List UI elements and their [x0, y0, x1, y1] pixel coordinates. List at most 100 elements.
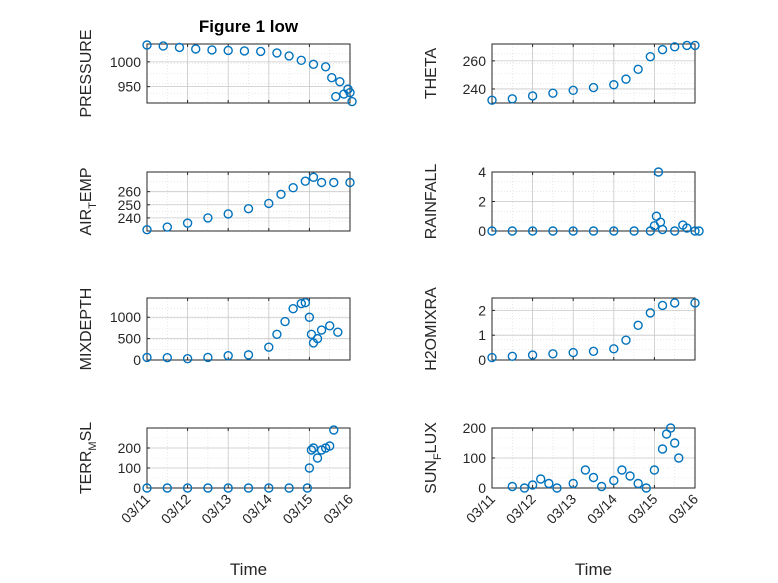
data-point	[588, 346, 599, 357]
data-point	[207, 45, 217, 55]
y-tick-label: 100	[463, 450, 487, 466]
data-point	[331, 91, 341, 102]
axes-box	[146, 43, 351, 104]
data-point	[327, 73, 337, 83]
data-point	[162, 483, 173, 493]
data-point	[690, 298, 700, 308]
data-point	[670, 438, 680, 448]
axes-box	[491, 297, 696, 361]
data-point	[568, 85, 578, 96]
data-point	[609, 344, 619, 354]
data-point	[345, 177, 355, 188]
data-point	[182, 218, 193, 228]
data-point	[288, 303, 298, 314]
data-point	[621, 74, 631, 84]
y-axis-label: AIRTEMP	[78, 167, 99, 235]
data-point	[487, 226, 497, 236]
data-point	[335, 76, 345, 87]
subplot-pressure: 950 1000 PRESSURE Figure 1 low	[78, 17, 357, 118]
data-point	[272, 329, 282, 340]
data-point	[296, 55, 306, 66]
x-tick-label: 03/11	[463, 491, 499, 527]
subplot-mixdepth: 0 500 1000 MIXDEPTH	[78, 288, 351, 371]
data-point	[329, 177, 339, 188]
data-point	[280, 316, 290, 327]
data-point	[304, 463, 315, 473]
data-point	[527, 226, 538, 236]
x-tick-label: 03/14	[584, 491, 620, 527]
x-tick-label: 03/14	[239, 491, 275, 527]
y-tick-label: 100	[118, 460, 142, 476]
data-point	[316, 177, 327, 188]
data-point	[621, 335, 631, 345]
y-tick-label: 0	[478, 480, 486, 496]
data-point	[527, 350, 538, 360]
data-point	[690, 40, 700, 51]
data-point	[345, 87, 355, 98]
y-axis-label: MIXDEPTH	[78, 288, 95, 371]
data-point	[657, 300, 668, 311]
data-point	[588, 226, 599, 236]
y-axis-label: H2OMIXRA	[423, 287, 440, 371]
data-point	[191, 44, 201, 54]
data-point	[142, 40, 152, 50]
data-point	[588, 472, 599, 483]
data-point	[162, 222, 173, 232]
data-point	[645, 308, 656, 318]
data-point	[264, 483, 274, 493]
data-point	[633, 320, 643, 330]
y-tick-label: 2	[478, 194, 486, 210]
data-point	[670, 298, 680, 308]
data-point	[182, 354, 193, 364]
data-point	[548, 349, 558, 359]
data-point	[617, 465, 627, 475]
data-point	[507, 351, 517, 361]
data-point	[243, 350, 254, 360]
data-point	[609, 475, 619, 486]
data-point	[544, 478, 554, 489]
data-point	[682, 40, 692, 51]
data-point	[649, 465, 660, 475]
y-axis-label: RAINFALL	[423, 164, 440, 240]
data-point	[316, 325, 327, 335]
data-point	[552, 483, 562, 493]
x-tick-label: 03/15	[624, 491, 660, 527]
data-point	[548, 88, 558, 98]
y-tick-label: 0	[133, 352, 141, 368]
data-point	[255, 46, 266, 57]
data-point	[629, 226, 639, 236]
data-point	[174, 42, 185, 53]
data-point	[625, 471, 635, 481]
data-point	[333, 327, 343, 337]
y-axis-label: TERRMSL	[78, 422, 99, 494]
y-tick-label: 260	[118, 184, 142, 200]
x-tick-label: 03/12	[503, 491, 539, 527]
data-point	[588, 82, 599, 93]
data-point	[609, 80, 619, 90]
data-point	[329, 425, 339, 435]
data-point	[690, 226, 700, 236]
data-point	[284, 483, 294, 493]
figure-title: Figure 1 low	[199, 17, 299, 36]
y-tick-label: 200	[463, 420, 487, 436]
data-point	[300, 176, 311, 186]
subplot-terr_msl: 0 100 200 TERRMSL 03/11 03/12 03/13 03/14 03/15 0…	[78, 422, 356, 579]
data-point	[142, 224, 152, 235]
data-point	[568, 226, 578, 236]
data-point	[276, 189, 286, 199]
data-point	[527, 91, 538, 101]
axes-box	[491, 171, 696, 232]
y-tick-label: 250	[118, 197, 142, 213]
data-point	[536, 474, 546, 484]
y-tick-label: 200	[118, 440, 142, 456]
data-point	[657, 444, 668, 454]
x-tick-label: 03/16	[320, 491, 356, 527]
data-point	[243, 204, 254, 214]
data-point	[548, 226, 558, 236]
data-point	[300, 298, 311, 308]
data-point	[288, 183, 298, 193]
data-point	[325, 441, 335, 451]
subplot-theta: 240 260 THETA	[423, 40, 700, 105]
data-point	[203, 213, 213, 223]
data-point	[568, 347, 578, 358]
